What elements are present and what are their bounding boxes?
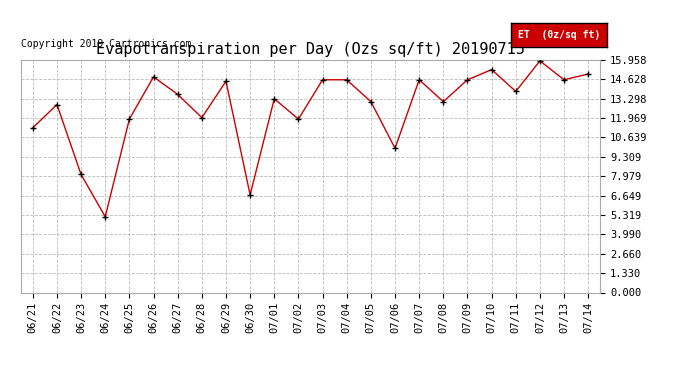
Title: Evapotranspiration per Day (Ozs sq/ft) 20190715: Evapotranspiration per Day (Ozs sq/ft) 2… (96, 42, 525, 57)
Text: ET  (0z/sq ft): ET (0z/sq ft) (518, 30, 600, 40)
Text: Copyright 2019 Cartronics.com: Copyright 2019 Cartronics.com (21, 39, 191, 50)
